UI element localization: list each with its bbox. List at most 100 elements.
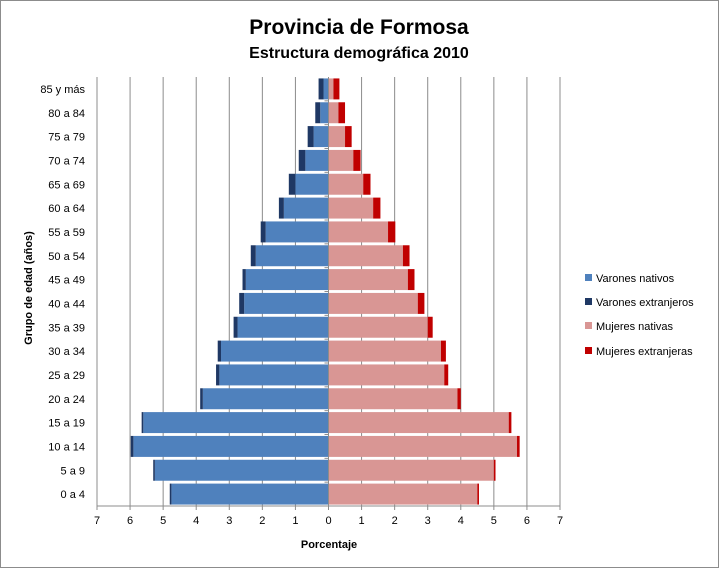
- x-tick-label: 0: [325, 515, 331, 527]
- bar-mujeres-nativas: [328, 197, 374, 219]
- bar-varones-extranjeros: [169, 483, 172, 505]
- bar-varones-nativos: [133, 435, 329, 457]
- x-tick-label: 4: [458, 515, 464, 527]
- y-tick-label: 5 a 9: [61, 465, 85, 477]
- y-tick-label: 55 a 59: [48, 227, 85, 239]
- y-tick-label: 85 y más: [40, 84, 85, 96]
- bar-mujeres-nativas: [328, 269, 408, 291]
- bar-mujeres-extranjeras: [388, 221, 396, 243]
- bar-varones-extranjeros: [307, 126, 314, 148]
- bars: [130, 78, 520, 505]
- bar-varones-extranjeros: [239, 292, 245, 314]
- bar-varones-extranjeros: [200, 388, 203, 410]
- bar-mujeres-nativas: [328, 102, 339, 124]
- chart-subtitle: Estructura demográfica 2010: [249, 45, 469, 62]
- bar-varones-nativos: [143, 412, 329, 434]
- bar-varones-extranjeros: [315, 102, 321, 124]
- legend-swatch: [585, 322, 592, 329]
- x-tick-label: 7: [94, 515, 100, 527]
- bar-varones-nativos: [320, 102, 329, 124]
- bar-varones-extranjeros: [141, 412, 144, 434]
- x-tick-label: 6: [127, 515, 133, 527]
- x-tick-label: 7: [557, 515, 563, 527]
- y-tick-label: 70 a 74: [48, 155, 85, 167]
- bar-varones-extranjeros: [233, 316, 238, 338]
- bar-mujeres-extranjeras: [407, 269, 415, 291]
- bar-varones-extranjeros: [153, 459, 155, 481]
- bar-varones-extranjeros: [130, 435, 134, 457]
- bar-mujeres-extranjeras: [517, 435, 520, 457]
- bar-mujeres-extranjeras: [402, 245, 410, 267]
- x-tick-label: 5: [491, 515, 497, 527]
- bar-mujeres-nativas: [328, 78, 334, 100]
- x-tick-label: 2: [392, 515, 398, 527]
- bar-mujeres-extranjeras: [444, 364, 449, 386]
- bar-mujeres-extranjeras: [363, 173, 371, 195]
- bar-varones-nativos: [221, 340, 329, 362]
- bar-mujeres-extranjeras: [417, 292, 425, 314]
- bar-mujeres-nativas: [328, 412, 509, 434]
- bar-mujeres-extranjeras: [345, 126, 352, 148]
- x-tick-label: 1: [292, 515, 298, 527]
- bar-varones-nativos: [219, 364, 329, 386]
- legend-label: Mujeres extranjeras: [596, 346, 693, 358]
- x-tick-label: 4: [193, 515, 199, 527]
- legend: Varones nativos Varones extranjeros Mujere…: [585, 273, 694, 358]
- legend-label: Varones nativos: [596, 273, 675, 285]
- bar-mujeres-nativas: [328, 126, 346, 148]
- bar-mujeres-extranjeras: [353, 149, 361, 171]
- chart-title: Provincia de Formosa: [249, 16, 469, 39]
- x-tick-label: 6: [524, 515, 530, 527]
- bar-varones-extranjeros: [216, 364, 220, 386]
- bar-mujeres-nativas: [328, 364, 445, 386]
- bar-mujeres-extranjeras: [373, 197, 381, 219]
- bar-varones-nativos: [283, 197, 329, 219]
- bar-mujeres-nativas: [328, 173, 364, 195]
- y-tick-label: 15 a 19: [48, 418, 85, 430]
- x-tick-label: 3: [425, 515, 431, 527]
- bar-varones-nativos: [313, 126, 329, 148]
- bar-varones-nativos: [202, 388, 329, 410]
- bar-varones-nativos: [295, 173, 329, 195]
- bar-varones-extranjeros: [217, 340, 222, 362]
- y-tick-label: 75 a 79: [48, 132, 85, 144]
- bar-mujeres-extranjeras: [440, 340, 446, 362]
- y-tick-label: 45 a 49: [48, 275, 85, 287]
- grid-lines: [96, 77, 561, 506]
- bar-varones-extranjeros: [288, 173, 296, 195]
- legend-label: Varones extranjeros: [596, 297, 694, 309]
- bar-varones-nativos: [244, 292, 329, 314]
- y-tick-label: 80 a 84: [48, 108, 85, 120]
- x-axis-title: Porcentaje: [301, 539, 357, 551]
- bar-mujeres-extranjeras: [493, 459, 496, 481]
- bar-mujeres-nativas: [328, 245, 403, 267]
- bar-mujeres-nativas: [328, 292, 418, 314]
- bar-varones-nativos: [265, 221, 329, 243]
- y-tick-label: 30 a 34: [48, 346, 85, 358]
- bar-mujeres-nativas: [328, 388, 458, 410]
- y-tick-label: 35 a 39: [48, 322, 85, 334]
- bar-mujeres-extranjeras: [333, 78, 340, 100]
- y-tick-label: 0 a 4: [61, 489, 85, 501]
- y-tick-label: 50 a 54: [48, 251, 85, 263]
- bar-varones-extranjeros: [242, 269, 246, 291]
- bar-varones-nativos: [305, 149, 329, 171]
- bar-mujeres-extranjeras: [457, 388, 461, 410]
- bar-mujeres-nativas: [328, 221, 389, 243]
- legend-label: Mujeres nativas: [596, 321, 674, 333]
- bar-mujeres-nativas: [328, 483, 478, 505]
- legend-swatch: [585, 347, 592, 354]
- bar-mujeres-nativas: [328, 149, 354, 171]
- bar-mujeres-extranjeras: [338, 102, 346, 124]
- bar-varones-extranjeros: [298, 149, 306, 171]
- y-tick-label: 20 a 24: [48, 394, 85, 406]
- x-tick-label: 1: [359, 515, 365, 527]
- x-tick-label: 2: [259, 515, 265, 527]
- bar-mujeres-extranjeras: [427, 316, 433, 338]
- x-tick-label: 5: [160, 515, 166, 527]
- x-tick-label: 3: [226, 515, 232, 527]
- bar-mujeres-nativas: [328, 340, 441, 362]
- bar-mujeres-nativas: [328, 316, 428, 338]
